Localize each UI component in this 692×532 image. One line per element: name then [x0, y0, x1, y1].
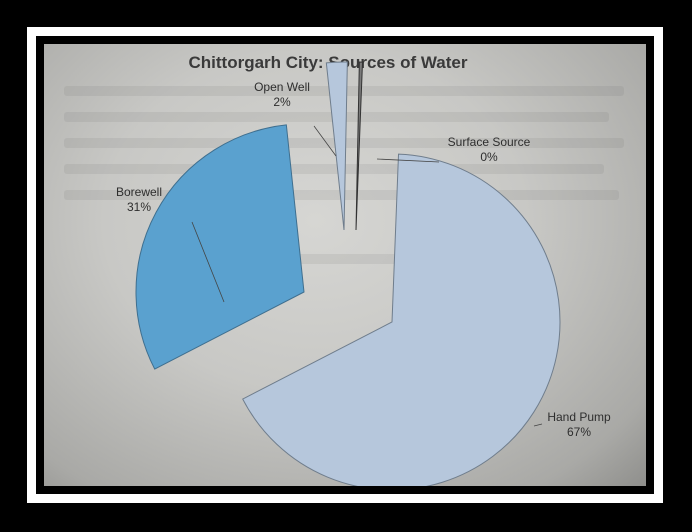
chart-photo: Chittorgarh City: Sources of Water Hand … [44, 44, 646, 486]
slice-percent-surface-source: 0% [480, 150, 498, 164]
bleed-through-line [64, 164, 604, 174]
leader-line-hand-pump [533, 423, 543, 427]
slice-percent-borewell: 31% [127, 200, 151, 214]
slice-percent-open-well: 2% [273, 95, 291, 109]
slice-label-surface-source: Surface Source [448, 135, 531, 149]
bleed-through-line [244, 254, 454, 264]
pie-slice-open-well [325, 61, 348, 231]
pie-slice-hand-pump [242, 153, 561, 486]
slice-percent-hand-pump: 67% [567, 425, 591, 439]
pie-slice-borewell [135, 124, 305, 370]
leader-line-borewell [191, 221, 225, 303]
slice-label-open-well: Open Well [254, 80, 310, 94]
pie-slice-surface-source [355, 61, 364, 231]
slice-label-hand-pump: Hand Pump [547, 410, 611, 424]
slice-label-borewell: Borewell [116, 185, 162, 199]
leader-line-open-well [313, 125, 337, 157]
pie-chart: Chittorgarh City: Sources of Water Hand … [116, 53, 611, 486]
pie-slices [135, 61, 561, 486]
leader-line-surface-source [376, 158, 440, 163]
